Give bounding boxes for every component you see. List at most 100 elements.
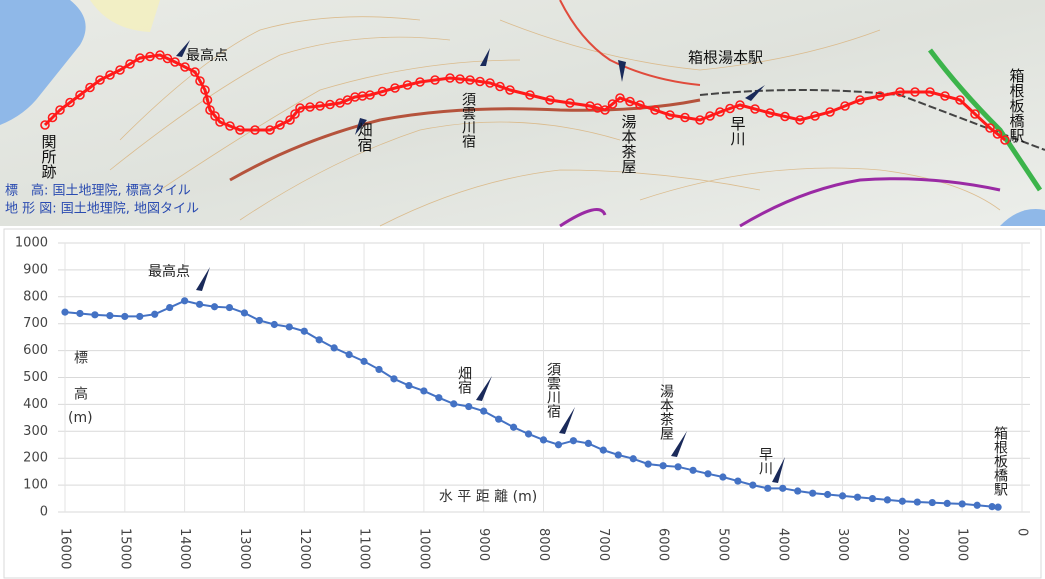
route-point xyxy=(607,99,618,109)
route-point xyxy=(390,83,400,93)
data-point xyxy=(465,402,473,411)
map-label: 須雲川宿 xyxy=(460,92,476,148)
route-point xyxy=(465,75,475,85)
route-point xyxy=(365,90,375,100)
route-point xyxy=(415,77,425,87)
route-point xyxy=(170,57,180,67)
data-point xyxy=(838,492,847,500)
y-tick-label: 700 xyxy=(23,316,48,331)
data-point xyxy=(674,463,682,471)
chart-arrows xyxy=(196,267,785,483)
data-point xyxy=(360,357,368,365)
route-point xyxy=(780,111,790,122)
contours xyxy=(109,16,1001,227)
data-point xyxy=(121,312,129,321)
data-point xyxy=(136,312,144,321)
lake xyxy=(0,0,86,125)
route-point xyxy=(825,107,835,117)
route-point xyxy=(485,78,495,88)
data-point xyxy=(106,312,114,320)
data-point xyxy=(988,503,996,511)
data-point xyxy=(749,481,757,489)
route-point xyxy=(75,90,85,100)
y-tick-label: 900 xyxy=(23,262,48,277)
route-point xyxy=(40,120,50,130)
grid: 0 100 200 300 400 500 600 700 800 900 1000 16000 150… xyxy=(15,236,1030,569)
route-point xyxy=(65,97,75,108)
route-point xyxy=(735,100,745,110)
expressway xyxy=(928,48,1043,192)
route-point xyxy=(180,62,190,72)
route-point xyxy=(445,73,455,83)
data-point xyxy=(824,490,832,499)
route-point xyxy=(1000,135,1010,145)
x-tick-label: 6000 xyxy=(656,528,671,561)
data-point xyxy=(794,487,802,495)
route-point xyxy=(155,50,165,60)
data-point xyxy=(420,387,428,395)
y-tick-label: 500 xyxy=(23,370,48,385)
route-point xyxy=(55,105,65,115)
x-tick-label: 5000 xyxy=(715,528,730,561)
route-point xyxy=(895,87,905,97)
route-point xyxy=(205,105,215,115)
map-arrows xyxy=(176,40,765,135)
data-point xyxy=(300,327,308,335)
x-tick-label: 9000 xyxy=(476,528,491,561)
route-point xyxy=(985,123,995,133)
data-point xyxy=(779,484,787,492)
data-point xyxy=(495,415,503,423)
route-point xyxy=(635,100,645,110)
data-point xyxy=(405,381,413,390)
route-point xyxy=(325,99,335,110)
route-point xyxy=(135,53,145,63)
y-axis-label: 高 xyxy=(72,385,88,400)
road-area xyxy=(90,0,160,32)
y-tick-label: 300 xyxy=(23,424,48,439)
route-point xyxy=(195,76,205,86)
data-point xyxy=(958,500,966,508)
route-point xyxy=(305,102,315,112)
data-point xyxy=(554,441,563,449)
data-point xyxy=(898,497,906,505)
y-axis-label: (m) xyxy=(68,410,93,426)
annotation: 早川 xyxy=(757,447,773,475)
map-label: 関所跡 xyxy=(40,134,58,180)
x-tick-label: 0 xyxy=(1015,528,1030,536)
plot xyxy=(61,297,1002,511)
x-tick-label: 15000 xyxy=(117,528,132,569)
route-point xyxy=(47,112,58,123)
y-axis-label: 標 xyxy=(72,350,88,364)
x-tick-label: 14000 xyxy=(177,528,192,569)
data-point xyxy=(928,498,936,507)
route xyxy=(40,50,1010,145)
data-point xyxy=(435,394,443,402)
route-point xyxy=(315,101,325,111)
data-point xyxy=(913,498,921,506)
x-tick-label: 4000 xyxy=(775,528,790,561)
data-point xyxy=(225,303,234,312)
map-label: 箱根板橋駅 xyxy=(1008,68,1026,143)
x-tick-label: 1000 xyxy=(955,528,970,561)
route-point xyxy=(275,120,285,130)
data-point xyxy=(345,351,353,359)
route-point xyxy=(750,104,760,114)
data-point xyxy=(76,309,84,318)
data-point xyxy=(599,446,607,454)
data-point xyxy=(644,460,652,468)
data-point xyxy=(629,455,637,463)
data-point xyxy=(151,310,159,318)
y-tick-label: 1000 xyxy=(15,236,48,251)
route-point xyxy=(715,107,725,117)
route-point xyxy=(295,103,305,113)
route-point xyxy=(115,65,125,75)
x-tick-label: 3000 xyxy=(835,528,850,561)
route-point xyxy=(650,105,660,115)
route-point xyxy=(475,76,485,87)
route-point xyxy=(402,80,413,90)
route-point xyxy=(695,115,705,125)
data-point xyxy=(166,303,174,312)
x-tick-label: 12000 xyxy=(297,528,312,569)
data-point xyxy=(480,407,488,415)
